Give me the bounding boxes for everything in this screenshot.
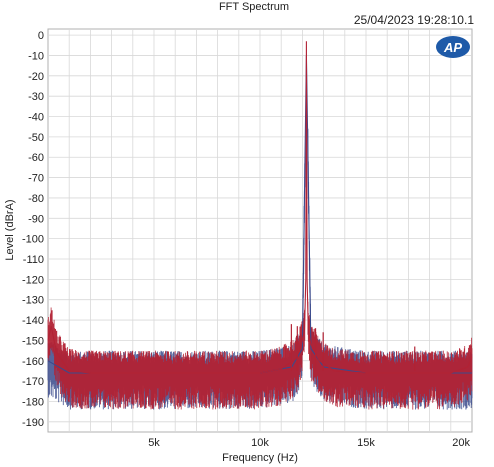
y-tick-label: -180 xyxy=(22,396,44,408)
y-tick-label: -40 xyxy=(28,112,44,124)
series-line xyxy=(47,41,473,374)
x-tick-labels: 5k 10k 15k 20k xyxy=(148,437,470,449)
y-tick-label: -120 xyxy=(22,274,44,286)
y-tick-label: -150 xyxy=(22,335,44,347)
y-tick-label: -140 xyxy=(22,315,44,327)
y-tick-label: -100 xyxy=(22,234,44,246)
y-tick-label: -20 xyxy=(28,71,44,83)
y-tick-label: -80 xyxy=(28,193,44,205)
timestamp: 25/04/2023 19:28:10.1 xyxy=(354,13,474,27)
y-tick-label: -90 xyxy=(28,213,44,225)
y-tick-label: 0 xyxy=(38,30,44,42)
ap-logo: AP xyxy=(436,36,470,58)
y-tick-label: -160 xyxy=(22,356,44,368)
y-tick-label: -170 xyxy=(22,376,44,388)
series-lines xyxy=(47,41,473,374)
x-tick-label: 20k xyxy=(452,437,470,449)
ap-logo-text: AP xyxy=(443,40,462,55)
y-axis-label: Level (dBrA) xyxy=(4,199,16,260)
y-tick-label: -110 xyxy=(23,254,44,266)
x-tick-label: 10k xyxy=(251,437,269,449)
y-tick-labels: 0 -10 -20 -30 -40 -50 -60 -70 -80 -90 -100 -110 -120… xyxy=(22,30,44,429)
y-tick-label: -60 xyxy=(28,152,44,164)
x-tick-label: 5k xyxy=(148,437,160,449)
x-axis-label: Frequency (Hz) xyxy=(222,452,298,464)
y-tick-label: -130 xyxy=(22,295,44,307)
y-tick-label: -70 xyxy=(28,173,44,185)
x-tick-label: 15k xyxy=(357,437,375,449)
chart-title: FFT Spectrum xyxy=(219,1,289,13)
y-tick-label: -10 xyxy=(28,50,44,62)
ap-logo-badge xyxy=(436,36,470,58)
y-tick-label: -190 xyxy=(22,417,44,429)
y-tick-label: -50 xyxy=(28,132,44,144)
y-tick-label: -30 xyxy=(28,91,44,103)
